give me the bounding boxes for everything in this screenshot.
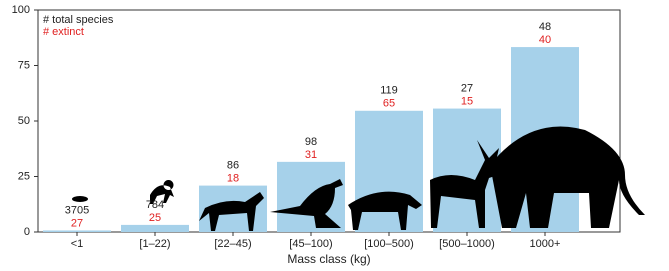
y-tick-label: 50 — [18, 115, 30, 127]
x-tick-label: [22–45) — [214, 238, 251, 250]
total-label: 27 — [461, 82, 473, 94]
extinct-label: 27 — [71, 217, 83, 229]
y-tick-label: 75 — [18, 59, 30, 71]
legend-label: # extinct — [43, 26, 84, 38]
bar — [121, 225, 189, 232]
extinct-label: 65 — [383, 98, 395, 110]
legend: # total species # extinct — [43, 14, 114, 38]
legend-label: # total species — [43, 14, 114, 26]
x-tick-label: [500–1000) — [439, 238, 495, 250]
total-label: 86 — [227, 160, 239, 172]
y-tick-label: 100 — [12, 4, 30, 16]
chart: 0 25 50 75 100 # total species # extinct Mas… — [0, 0, 669, 271]
extinct-label: 18 — [227, 173, 239, 185]
total-label: 48 — [539, 21, 551, 33]
extinct-label: 25 — [149, 212, 161, 224]
x-tick-label: [100–500) — [364, 238, 414, 250]
x-axis-label: Mass class (kg) — [287, 252, 370, 266]
total-label: 784 — [146, 199, 164, 211]
x-tick-label: [1–22) — [139, 238, 170, 250]
y-axis: 0 25 50 75 100 — [12, 4, 38, 238]
extinct-label: 15 — [461, 95, 473, 107]
total-label: 98 — [305, 136, 317, 148]
total-label: 119 — [380, 85, 398, 97]
y-tick-label: 25 — [18, 170, 30, 182]
bar — [355, 111, 423, 232]
extinct-label: 40 — [539, 34, 551, 46]
extinct-label: 31 — [305, 149, 317, 161]
x-tick-label: <1 — [71, 238, 84, 250]
x-tick-label: 1000+ — [530, 238, 561, 250]
x-tick-label: [45–100) — [289, 238, 332, 250]
y-tick-label: 0 — [24, 226, 30, 238]
total-label: 3705 — [65, 204, 89, 216]
bar — [43, 230, 111, 232]
